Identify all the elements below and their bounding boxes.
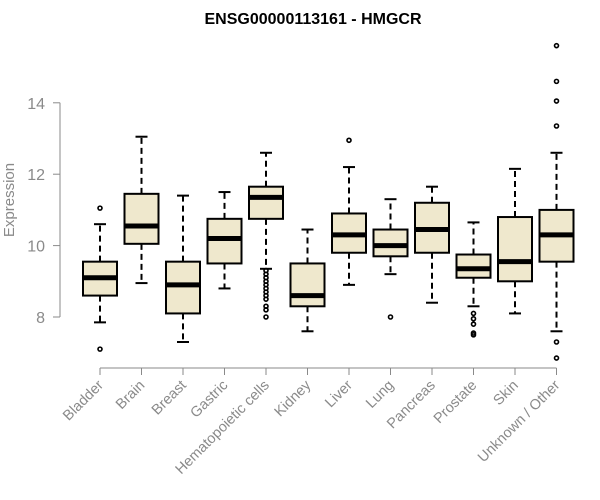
outlier-point — [470, 315, 477, 322]
outlier-point — [553, 78, 560, 85]
outlier-point — [553, 42, 560, 49]
x-tick-label: Skin — [491, 378, 522, 409]
x-tick-label: Bladder — [60, 377, 107, 424]
x-tick-label: Liver — [322, 377, 356, 411]
outlier-point — [470, 332, 477, 338]
outlier-point — [263, 314, 269, 320]
x-tick-label: Lung — [363, 378, 397, 412]
y-tick-label: 12 — [27, 167, 45, 184]
iqr-box — [289, 262, 326, 308]
box-group — [82, 205, 118, 352]
box-group — [165, 194, 201, 343]
x-tick-label: Kidney — [272, 377, 315, 420]
outlier-point — [346, 137, 352, 144]
outlier-point — [387, 314, 394, 320]
box-group — [248, 151, 284, 320]
outlier-point — [97, 346, 103, 352]
box-group — [414, 185, 450, 304]
box-group — [289, 228, 326, 333]
x-tick-label: Breast — [149, 378, 190, 419]
box-group — [331, 137, 367, 286]
outlier-point — [553, 98, 560, 104]
outlier-point — [470, 321, 477, 327]
iqr-box — [372, 228, 409, 258]
box-group — [497, 167, 533, 315]
chart-title: ENSG00000113161 - HMGCR — [205, 11, 422, 28]
box-series — [82, 42, 575, 361]
box-group — [455, 221, 492, 338]
iqr-box — [165, 260, 201, 315]
y-tick-label: 8 — [36, 310, 45, 327]
iqr-box — [123, 192, 160, 245]
y-axis-label: Expression — [1, 163, 18, 237]
outlier-point — [470, 310, 477, 317]
box-group — [123, 135, 160, 285]
y-tick-label: 10 — [27, 239, 45, 256]
y-axis: 8 10 12 14 — [27, 96, 61, 327]
iqr-box — [248, 185, 284, 220]
box-group — [538, 42, 575, 361]
iqr-box — [206, 217, 243, 265]
outlier-point — [553, 339, 560, 345]
iqr-box — [497, 216, 533, 283]
outlier-point — [553, 123, 560, 129]
x-tick-label: Brain — [113, 378, 148, 413]
y-tick-label: 14 — [27, 96, 45, 113]
outlier-point — [97, 205, 103, 211]
outlier-point — [263, 296, 269, 302]
iqr-box — [455, 253, 492, 279]
x-tick-label: Prostate — [431, 378, 480, 427]
box-group — [372, 198, 409, 320]
outlier-point — [263, 307, 269, 313]
outlier-point — [553, 355, 560, 361]
box-group — [206, 191, 243, 290]
